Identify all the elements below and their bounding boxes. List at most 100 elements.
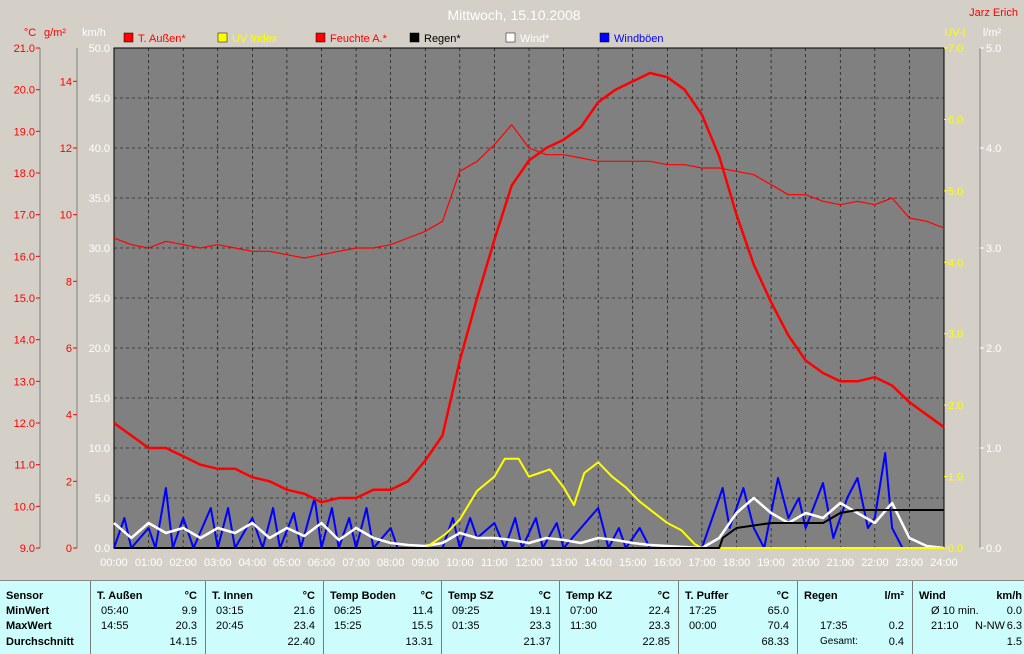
wind-axis-unit: km/h — [82, 27, 106, 39]
temp-tick-label: 12.0 — [14, 418, 35, 430]
stats-sensor-name: T. Außen — [97, 590, 143, 602]
time-tick-label: 10:00 — [446, 557, 474, 569]
rain-tick-label: 0.0 — [986, 543, 1001, 555]
time-tick-label: 19:00 — [757, 557, 785, 569]
stats-column: T. Innen °C 03:15 21.6 20:45 23.4 22.40 — [205, 581, 323, 654]
stats-min-time: 06:25 — [334, 605, 362, 617]
stats-max-value: 15.5 — [411, 620, 433, 632]
series-windb-en — [113, 452, 944, 549]
stats-label-column: Sensor MinWert MaxWert Durchschnitt — [0, 581, 90, 654]
humidity-tick-label: 12 — [60, 143, 72, 155]
stats-sensor-name: Temp KZ — [566, 590, 613, 602]
wind-tick-label: 30.0 — [89, 243, 110, 255]
time-tick-label: 06:00 — [308, 557, 336, 569]
rain-tick-label: 3.0 — [986, 243, 1001, 255]
stats-max-time: 20:45 — [216, 620, 244, 632]
stats-row-label: Sensor — [6, 590, 44, 602]
time-tick-label: 01:00 — [135, 557, 163, 569]
stats-row-label: MaxWert — [6, 620, 52, 632]
author-label: Jarz Erich — [969, 7, 1018, 19]
stats-average: 21.37 — [523, 636, 551, 648]
rain-axis-unit: l/m² — [983, 27, 1002, 39]
stats-column: T. Außen °C 05:40 9.9 14:55 20.3 14.15 — [90, 581, 205, 654]
legend-label: T. Außen* — [138, 33, 186, 45]
humidity-tick-label: 14 — [60, 76, 72, 88]
stats-sensor-name: Temp SZ — [448, 590, 494, 602]
uv-axis-unit: UV-I — [944, 27, 965, 39]
stats-min-value: 22.4 — [648, 605, 670, 617]
stats-max-time: 21:10 — [931, 620, 959, 632]
stats-sensor-name: T. Innen — [212, 590, 253, 602]
stats-sensor-name: Regen — [804, 590, 838, 602]
wind-tick-label: 5.0 — [95, 493, 110, 505]
stats-max-time: 00:00 — [689, 620, 717, 632]
time-tick-label: 20:00 — [792, 557, 820, 569]
time-axis: 00:00 01:00 02:00 03:00 04:00 05:00 06:00 07:00… — [100, 557, 958, 569]
series-t-au-en — [113, 71, 945, 504]
stats-max-direction: N-NW — [975, 620, 1005, 632]
series-line — [113, 452, 944, 549]
legend-swatch — [409, 32, 420, 43]
stats-max-value: 23.3 — [648, 620, 670, 632]
series-line — [113, 124, 945, 259]
stats-min-label: Ø 10 min. — [931, 605, 979, 617]
stats-sensor-unit: °C — [538, 590, 551, 602]
stats-sensor-name: Wind — [919, 590, 946, 602]
stats-max-value: 23.4 — [293, 620, 315, 632]
grid — [113, 47, 945, 549]
wind-tick-label: 20.0 — [89, 343, 110, 355]
legend: T. Außen* UV Index Feuchte A.* Regen* Wind* W… — [123, 32, 664, 45]
rain-tick-label: 1.0 — [986, 443, 1001, 455]
temp-tick-label: 17.0 — [14, 210, 35, 222]
legend-swatch — [505, 32, 516, 43]
temp-axis-unit: °C — [24, 27, 36, 39]
time-tick-label: 14:00 — [584, 557, 612, 569]
stats-sensor-unit: °C — [420, 590, 433, 602]
series-wind — [113, 496, 945, 550]
temp-tick-label: 18.0 — [14, 168, 35, 180]
stats-row-label: MinWert — [6, 605, 50, 617]
time-tick-label: 08:00 — [377, 557, 405, 569]
stats-max-value: 0.2 — [888, 620, 904, 632]
stats-max-value: 23.3 — [529, 620, 551, 632]
time-tick-label: 18:00 — [723, 557, 751, 569]
uv-tick-label: 0.0 — [948, 543, 963, 555]
wind-tick-label: 0.0 — [95, 543, 110, 555]
temp-tick-label: 14.0 — [14, 335, 35, 347]
humidity-axis-unit: g/m² — [44, 27, 66, 39]
legend-label: Feuchte A.* — [330, 33, 388, 45]
humidity-tick-label: 6 — [66, 343, 72, 355]
chart: °C g/m² km/h21.020.019.018.017.016.015.014… — [13, 7, 1018, 569]
stats-column: Temp KZ °C 07:00 22.4 11:30 23.3 22.85 — [559, 581, 678, 654]
time-tick-label: 05:00 — [273, 557, 301, 569]
legend-label: Regen* — [424, 33, 461, 45]
humidity-tick-label: 2 — [66, 476, 72, 488]
stats-max-time: 01:35 — [452, 620, 480, 632]
temp-tick-label: 9.0 — [20, 543, 35, 555]
legend-label: Windböen — [614, 33, 664, 45]
time-tick-label: 23:00 — [896, 557, 924, 569]
time-tick-label: 17:00 — [688, 557, 716, 569]
time-tick-label: 13:00 — [550, 557, 578, 569]
time-tick-label: 22:00 — [861, 557, 889, 569]
series-uv-index — [114, 457, 944, 549]
time-tick-label: 21:00 — [826, 557, 854, 569]
stats-min-value: 65.0 — [767, 605, 789, 617]
uv-tick-label: 1.0 — [948, 472, 963, 484]
stats-sensor-name: T. Puffer — [685, 590, 729, 602]
time-tick-label: 15:00 — [619, 557, 647, 569]
stats-row-label: Durchschnitt — [6, 636, 74, 648]
stats-min-time: 03:15 — [216, 605, 244, 617]
legend-label: Wind* — [520, 33, 550, 45]
legend-swatch — [599, 32, 610, 43]
wind-tick-label: 35.0 — [89, 193, 110, 205]
uv-tick-label: 4.0 — [948, 257, 963, 269]
uv-tick-label: 5.0 — [948, 186, 963, 198]
right-axes: UV-I l/m² 7.0 6.0 5.0 4.0 3.0 2.0 1.0 0.0 5.0 4.0 3.… — [944, 27, 1001, 555]
stats-column: T. Puffer °C 17:25 65.0 00:00 70.4 68.33 — [678, 581, 797, 654]
legend-swatch — [123, 32, 134, 43]
wind-tick-label: 10.0 — [89, 443, 110, 455]
stats-min-value: 9.9 — [181, 605, 197, 617]
stats-sensor-unit: °C — [184, 590, 197, 602]
legend-swatch — [315, 32, 326, 43]
